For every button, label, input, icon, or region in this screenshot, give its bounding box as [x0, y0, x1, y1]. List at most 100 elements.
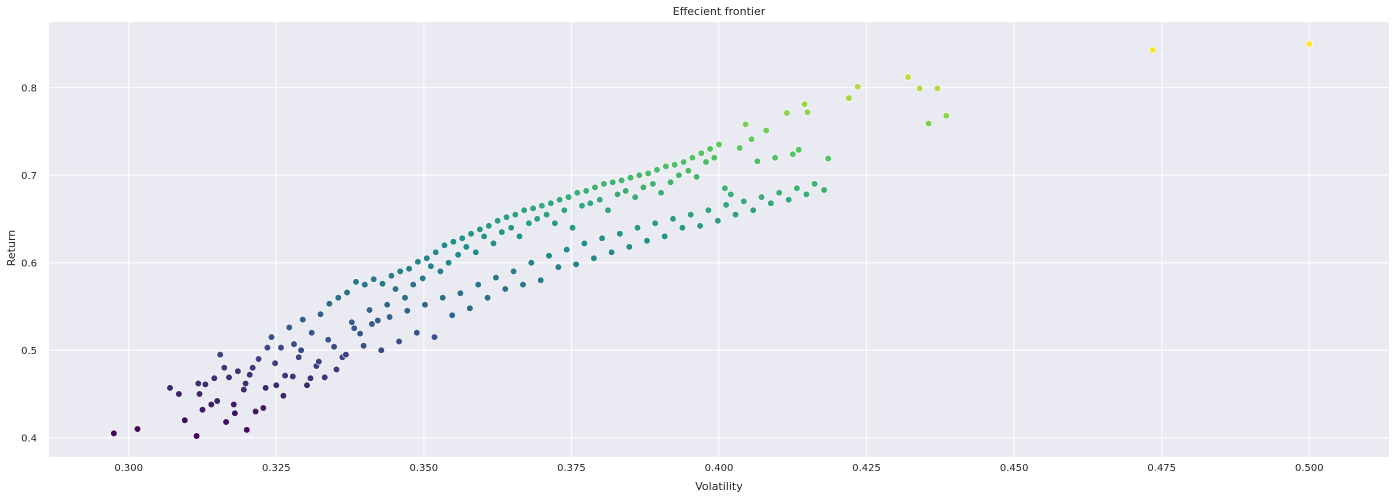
- x-tick-label: 0.325: [262, 463, 291, 474]
- data-point: [133, 425, 142, 433]
- data-point: [207, 400, 215, 409]
- data-point: [643, 237, 651, 245]
- data-point: [234, 367, 242, 375]
- data-point: [243, 426, 251, 434]
- data-point: [529, 204, 537, 212]
- data-point: [721, 184, 729, 192]
- data-point: [1305, 40, 1313, 48]
- data-point: [430, 333, 439, 341]
- data-point: [710, 154, 718, 162]
- data-point: [216, 351, 224, 359]
- y-tick-label: 0.5: [21, 346, 37, 357]
- data-point: [456, 289, 465, 297]
- data-point: [448, 311, 456, 319]
- data-point: [591, 183, 599, 191]
- data-point: [342, 351, 350, 359]
- data-point: [657, 189, 665, 197]
- data-point: [281, 372, 289, 380]
- x-tick-label: 0.300: [114, 463, 143, 474]
- data-point: [350, 324, 358, 332]
- data-point: [661, 232, 669, 240]
- data-point: [262, 384, 270, 392]
- data-point: [519, 281, 527, 289]
- data-point: [368, 320, 376, 328]
- data-point: [466, 304, 474, 312]
- x-tick-label: 0.475: [1147, 463, 1176, 474]
- data-point: [651, 219, 659, 227]
- data-point: [401, 294, 409, 302]
- data-point: [365, 306, 374, 314]
- data-point: [547, 199, 555, 207]
- data-point: [678, 224, 687, 232]
- data-point: [299, 316, 307, 324]
- chart-title: Effecient frontier: [673, 5, 766, 18]
- data-point: [802, 190, 811, 198]
- data-point: [515, 232, 524, 240]
- data-point: [715, 140, 723, 149]
- x-tick-label: 0.375: [557, 463, 586, 474]
- data-point: [277, 344, 285, 352]
- data-point: [194, 379, 202, 388]
- data-point: [767, 199, 775, 207]
- data-point: [255, 355, 263, 363]
- data-point: [527, 259, 535, 267]
- data-point: [405, 265, 413, 273]
- data-point: [271, 359, 279, 367]
- data-point: [563, 246, 571, 254]
- data-point: [485, 222, 493, 230]
- x-tick-label: 0.500: [1295, 463, 1324, 474]
- data-point: [669, 215, 677, 223]
- data-point: [386, 313, 394, 321]
- y-tick-label: 0.7: [21, 171, 37, 182]
- data-point: [666, 178, 675, 186]
- data-point: [198, 406, 207, 414]
- data-point: [662, 162, 670, 170]
- data-point: [220, 364, 228, 372]
- data-point: [303, 381, 311, 389]
- data-point: [684, 167, 692, 175]
- data-point: [810, 180, 819, 188]
- data-point: [316, 310, 325, 318]
- data-point: [374, 316, 382, 325]
- data-point: [551, 219, 559, 227]
- data-point: [942, 112, 950, 120]
- data-point: [231, 409, 239, 417]
- data-point: [242, 379, 250, 388]
- data-point: [688, 154, 697, 162]
- data-point: [230, 400, 238, 409]
- data-point: [110, 429, 118, 438]
- data-point: [753, 157, 762, 165]
- data-point: [356, 330, 364, 338]
- data-point: [692, 173, 701, 181]
- data-point: [598, 234, 606, 242]
- data-point: [222, 418, 230, 426]
- data-point: [484, 294, 492, 302]
- data-point: [762, 126, 770, 135]
- data-point: [538, 202, 546, 210]
- data-point: [240, 386, 248, 394]
- data-point: [580, 239, 589, 247]
- data-point: [445, 259, 453, 267]
- data-point: [572, 260, 580, 269]
- data-point: [421, 301, 429, 309]
- data-point: [252, 407, 260, 416]
- data-point: [449, 238, 458, 246]
- data-point: [626, 174, 635, 182]
- data-point: [285, 323, 293, 332]
- data-point: [793, 184, 801, 192]
- data-point: [361, 281, 369, 289]
- data-point: [582, 187, 590, 195]
- data-point: [596, 196, 604, 204]
- data-point: [757, 193, 766, 201]
- data-point: [586, 199, 594, 207]
- data-point: [800, 100, 809, 108]
- data-point: [409, 281, 417, 289]
- data-point: [573, 189, 581, 197]
- data-point: [494, 217, 502, 225]
- data-point: [617, 176, 626, 184]
- x-tick-label: 0.350: [410, 463, 439, 474]
- data-point: [419, 274, 427, 283]
- data-point: [249, 364, 257, 372]
- data-point: [631, 193, 639, 201]
